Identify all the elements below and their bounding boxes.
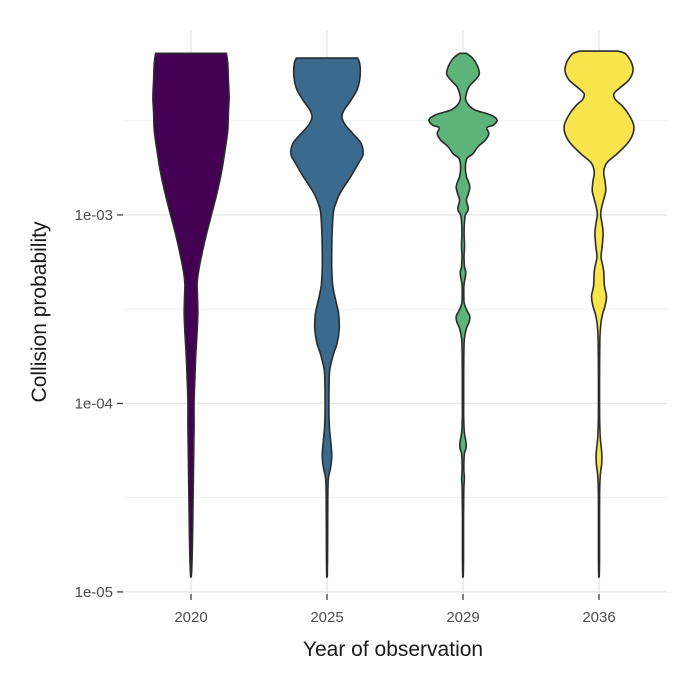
x-axis-title: Year of observation xyxy=(303,638,483,661)
x-tick-label: 2020 xyxy=(174,609,207,626)
axis-layer: 1e-03 1e-04 1e-05 2020 2025 2029 2036 xyxy=(75,207,616,626)
violin-2029 xyxy=(428,52,498,578)
x-tick-label: 2036 xyxy=(582,609,615,626)
y-tick-label: 1e-04 xyxy=(75,395,113,412)
y-tick-label: 1e-03 xyxy=(75,207,113,224)
violin-2036 xyxy=(563,50,635,578)
violin-2020 xyxy=(152,52,230,578)
y-axis-title: Collision probability xyxy=(28,221,51,402)
x-tick-label: 2029 xyxy=(446,609,479,626)
violin-layer xyxy=(152,50,635,578)
y-tick-label: 1e-05 xyxy=(75,584,113,601)
x-tick-label: 2025 xyxy=(310,609,343,626)
violin-2025 xyxy=(290,57,364,578)
